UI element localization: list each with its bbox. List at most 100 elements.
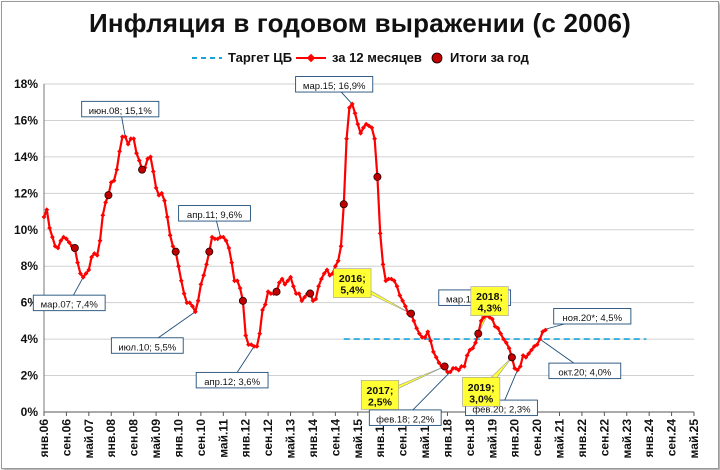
series-point: [100, 212, 106, 218]
series-point: [232, 278, 237, 284]
x-tick-label: май.17: [418, 419, 432, 459]
series-point: [372, 136, 378, 142]
x-tick-label: сен.12: [261, 419, 275, 457]
annual-marker: [373, 172, 382, 181]
annotation-text: мар.15; 16,9%: [303, 81, 366, 92]
x-tick-label: сен.08: [127, 419, 141, 457]
series-point: [338, 243, 344, 249]
annual-marker: [306, 289, 315, 298]
series-point: [94, 252, 100, 258]
annual-marker: [171, 247, 180, 256]
x-tick-label: май.13: [284, 419, 298, 459]
y-tick-label: 12%: [14, 186, 38, 200]
series-point: [204, 261, 209, 267]
annotation-text: 5,4%: [340, 285, 365, 297]
series-point: [293, 291, 299, 297]
series-point: [251, 343, 257, 349]
annotation-box: [368, 409, 442, 426]
series-point: [464, 353, 470, 358]
series-point: [349, 101, 355, 107]
x-tick-label: май.07: [82, 419, 96, 459]
annotation-text: 2017;: [367, 385, 394, 397]
x-tick-label: янв.20: [508, 419, 522, 458]
series-point: [279, 276, 285, 282]
legend-line-marker-icon: [296, 53, 326, 62]
x-tick-label: май.11: [216, 419, 230, 458]
series-point: [515, 367, 520, 373]
legend-item-monthly: за 12 месяцев: [296, 50, 422, 65]
series-point: [526, 351, 532, 357]
annotation-text: мар.07; 7,4%: [41, 300, 99, 311]
series-point: [321, 271, 327, 276]
series-point: [167, 232, 173, 238]
series-point: [49, 234, 55, 240]
annual-marker: [507, 353, 516, 362]
series-point: [178, 278, 184, 284]
annotation-text: фев.20; 2,3%: [472, 405, 531, 416]
legend-item-annual: Итоги за год: [430, 50, 529, 65]
annotation-text: 2,5%: [368, 396, 393, 408]
series-line-path: [42, 102, 547, 373]
series-point: [296, 291, 302, 297]
series-line: [41, 101, 548, 375]
annotation-box: [195, 371, 269, 389]
x-tick-label: май.19: [485, 419, 499, 459]
y-tick-label: 16%: [14, 113, 38, 127]
x-tick-label: янв.24: [642, 419, 656, 458]
x-tick-label: сен.18: [463, 419, 477, 457]
series-point: [358, 130, 364, 136]
x-tick-label: сен.24: [665, 419, 679, 457]
annotation-text: ноя.20*; 4,5%: [563, 313, 623, 324]
annotation-text: июл.10; 5,5%: [118, 342, 176, 353]
annotation-text: 2019;: [468, 382, 495, 394]
series-point: [506, 345, 512, 351]
annual-marker: [138, 165, 147, 174]
x-tick-label: янв.08: [104, 419, 118, 458]
series-point: [360, 125, 366, 131]
series-point: [77, 271, 83, 276]
annual-marker: [339, 200, 348, 209]
y-tick-label: 4%: [21, 332, 39, 346]
series-point: [114, 167, 120, 173]
series-point: [386, 276, 392, 282]
series-point: [529, 347, 534, 353]
series-point: [302, 294, 308, 300]
series-point: [456, 367, 462, 373]
series-point: [198, 281, 204, 287]
annotation-text: 4,3%: [478, 303, 503, 315]
annotations: июн.08; 15,1% мар.07; 7,4% июл.10; 5,5% апр…: [32, 76, 632, 426]
series-point: [377, 230, 383, 236]
series-point: [461, 363, 467, 369]
series-point: [218, 234, 223, 240]
series-point: [344, 136, 350, 142]
series-point: [190, 303, 195, 309]
annotation-text: 2016;: [339, 273, 366, 285]
x-tick-label: янв.06: [37, 419, 51, 458]
series-point: [369, 125, 375, 131]
x-tick-label: сен.06: [59, 419, 73, 457]
y-tick-label: 0%: [21, 405, 39, 419]
series-point: [75, 260, 81, 266]
x-tick-label: янв.14: [306, 419, 320, 458]
y-tick-label: 2%: [21, 369, 39, 383]
legend-dot-icon: [431, 52, 443, 63]
annual-marker: [104, 191, 113, 200]
series-point: [223, 238, 229, 244]
y-tick-label: 14%: [14, 150, 38, 164]
annotation-text: июн.08; 15,1%: [89, 106, 153, 117]
series-point: [346, 105, 352, 111]
x-tick-label: сен.16: [396, 419, 410, 457]
annual-marker: [205, 247, 214, 256]
annotation-text: окт.20; 4,0%: [558, 368, 612, 379]
callout-box: [470, 286, 509, 316]
chart-title: Инфляция в годовом выражении (с 2006): [88, 8, 631, 38]
legend-dashed-line-icon: [192, 56, 222, 59]
annotation-text: апр.12; 3,6%: [204, 377, 260, 388]
series-point: [131, 136, 137, 142]
annual-marker: [474, 329, 483, 338]
callout-box: [333, 268, 372, 298]
series-point: [164, 214, 170, 220]
x-tick-label: сен.22: [597, 419, 611, 457]
legend-label-annual: Итоги за год: [450, 50, 529, 65]
